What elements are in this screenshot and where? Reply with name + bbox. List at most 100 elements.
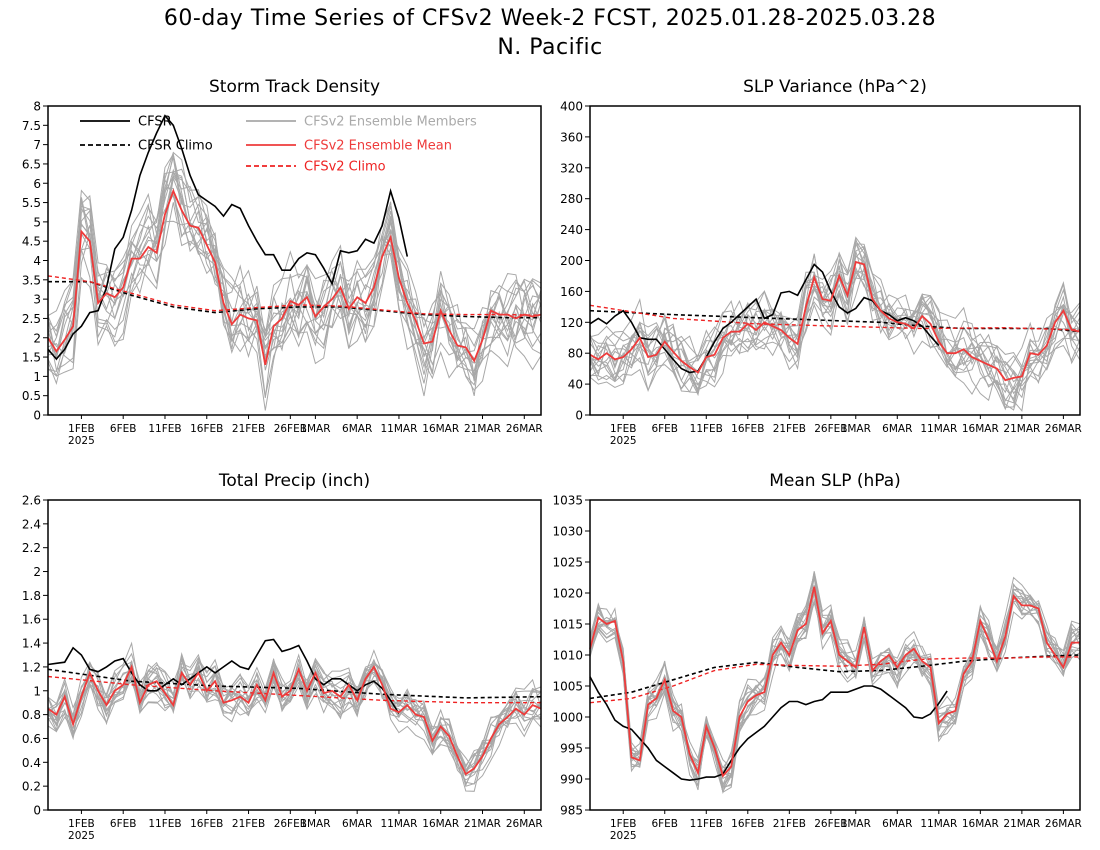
y-tick-label: 0.4 [22,756,41,770]
panel-title: Mean SLP (hPa) [769,471,901,491]
y-tick-label: 3.5 [22,273,41,287]
y-tick-label: 0 [575,409,583,423]
panel-storm-track-density: Storm Track Density 0 0.5 1 1.5 2 2.5 3 3.5 4 4.5 5… [22,77,543,447]
y-tick-label: 1015 [552,618,583,632]
figure-subtitle: N. Pacific [497,35,603,60]
y-tick-label: 1020 [552,587,583,601]
x-tick-label: 6FEB [651,423,678,435]
y-tick-label: 995 [560,742,583,756]
x-tick-label: 21FEB [232,423,265,435]
ensemble-member-line [47,655,542,774]
x-tick-label: 1MAR [841,818,871,830]
panel-title: SLP Variance (hPa^2) [743,77,927,97]
y-tick-label: 200 [560,254,583,268]
y-tick-label: 1.8 [22,589,41,603]
x-tick-label: 1FEB [610,818,637,830]
ensemble-member-line [589,253,1081,404]
y-tick-label: 360 [560,130,583,144]
ensemble-member-line [589,251,1081,408]
x-tick-label: 1MAR [300,423,330,435]
ensemble-member-line [589,576,1081,787]
y-tick-label: 6.5 [22,157,41,171]
y-tick-label: 985 [560,804,583,818]
y-tick-label: 1025 [552,556,583,570]
y-tick-label: 2.4 [22,517,41,531]
y-tick-label: 1035 [552,494,583,508]
x-tick-label: 21FEB [773,423,806,435]
x-tick-label: 21MAR [464,423,501,435]
y-tick-label: 1 [33,370,41,384]
y-tick-label: 120 [560,316,583,330]
ensemble-member-line [47,152,542,382]
x-tick-label: 26MAR [1045,423,1082,435]
y-tick-label: 1005 [552,680,583,694]
y-tick-label: 3 [33,293,41,307]
y-tick-label: 2 [33,565,41,579]
ensemble-member-line [47,652,542,771]
ensemble-member-line [47,176,542,397]
y-tick-label: 1.6 [22,613,41,627]
y-tick-label: 1010 [552,649,583,663]
ensemble-members [589,236,1081,412]
ensemble-member-line [589,254,1081,402]
x-tick-label: 1MAR [841,423,871,435]
ensemble-members [47,641,542,792]
x-tick-label: 21FEB [773,818,806,830]
figure-title: 60-day Time Series of CFSv2 Week-2 FCST,… [163,6,937,31]
x-tick-label: 6MAR [342,423,372,435]
ensemble-member-line [589,592,1081,769]
x-tick-label: 6MAR [882,818,912,830]
y-tick-label: 5 [33,215,41,229]
x-tick-label: 21MAR [464,818,501,830]
y-tick-label: 1 [33,684,41,698]
x-tick-label: 26FEB [274,423,307,435]
x-tick-label: 21MAR [1003,423,1040,435]
y-tick-label: 40 [568,378,583,392]
ensemble-member-line [589,576,1081,774]
x-tick-label: 26FEB [274,818,307,830]
x-tick-label: 26MAR [1045,818,1082,830]
y-tick-label: 2.2 [22,541,41,555]
x-tick-label: 6MAR [342,818,372,830]
x-tick-label: 1MAR [300,818,330,830]
y-tick-label: 2.5 [22,312,41,326]
y-tick-label: 4.5 [22,235,41,249]
legend-label: CFSv2 Climo [304,160,386,175]
y-tick-label: 8 [33,100,41,114]
y-tick-label: 0 [33,804,41,818]
x-tick-label: 11FEB [148,423,181,435]
y-tick-label: 0.2 [22,780,41,794]
ensemble-member-line [589,247,1081,412]
x-tick-label: 21MAR [1003,818,1040,830]
x-tick-label: 11MAR [920,818,957,830]
x-tick-label: 11MAR [380,818,417,830]
y-tick-label: 1030 [552,525,583,539]
x-year-label: 2025 [68,435,95,447]
panel-total-precip: Total Precip (inch) 0 0.2 0.4 0.6 0.8 1 1.2 1.4 1… [22,471,543,842]
y-tick-label: 280 [560,192,583,206]
x-tick-label: 6FEB [651,818,678,830]
ensemble-member-line [47,189,542,371]
figure-header: 60-day Time Series of CFSv2 Week-2 FCST,… [0,4,1100,62]
ensemble-member-line [589,571,1081,790]
ensemble-members [47,151,542,411]
series-cfsv2-climo [589,656,1080,704]
x-tick-label: 16MAR [962,423,999,435]
y-tick-label: 990 [560,773,583,787]
x-tick-label: 6FEB [110,818,137,830]
series-cfsr-climo [48,280,541,319]
legend-label: CFSv2 Ensemble Mean [304,139,452,154]
y-tick-label: 80 [568,347,583,361]
x-tick-label: 26MAR [506,423,543,435]
ensemble-member-line [47,168,542,411]
panel-mean-slp: Mean SLP (hPa) 985 990 995 1000 1005 1010 1015 1… [552,471,1081,842]
series-cfsv2-ensemble-mean [589,586,1080,778]
x-tick-label: 16FEB [190,423,223,435]
legend-label: CFSR [138,115,172,130]
panel-slp-variance: SLP Variance (hPa^2) 0 40 80 120 160 200 240 280… [560,77,1082,447]
x-tick-label: 26FEB [814,423,847,435]
y-tick-label: 0.8 [22,708,41,722]
x-tick-label: 11FEB [690,818,723,830]
x-tick-label: 21FEB [232,818,265,830]
